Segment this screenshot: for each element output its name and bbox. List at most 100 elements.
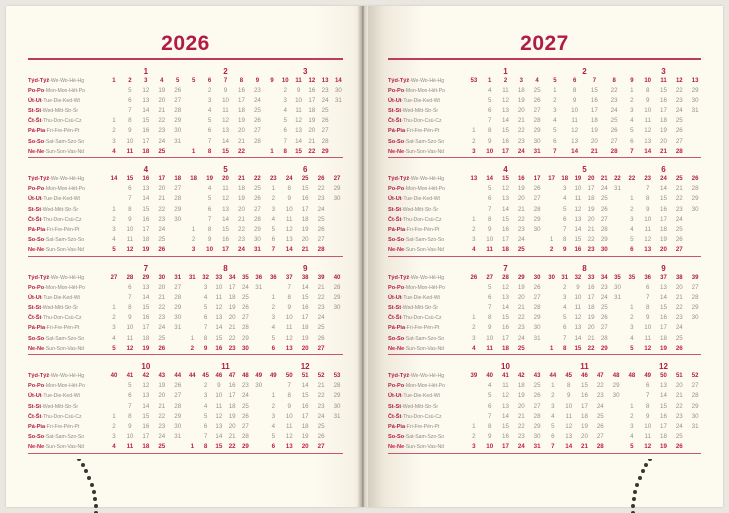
day-cell: 3 bbox=[271, 205, 276, 213]
day-cell: 26 bbox=[321, 117, 329, 125]
day-cell: 16 bbox=[660, 96, 667, 104]
day-cell: 24 bbox=[238, 246, 245, 254]
day-cell: 12 bbox=[644, 443, 652, 451]
quarter-block: 7 8 9 Týd-Týž-We-Wo-Hé-Hg Po-Po-Mon-Mon-Hét-… bbox=[366, 264, 723, 355]
week-number-cell: 53 bbox=[333, 373, 341, 379]
day-row: 6 13 20 27 bbox=[265, 126, 345, 136]
day-cell: 29 bbox=[174, 117, 182, 125]
day-cell: 25 bbox=[158, 147, 166, 155]
day-cell: 10 bbox=[222, 96, 229, 104]
day-row: 4 11 18 25 bbox=[265, 422, 345, 432]
day-label-tuesday: Út-Ut-Tue-Die-Ked-Wt bbox=[28, 294, 80, 301]
day-row: 1 8 15 22 29 bbox=[624, 194, 703, 204]
day-cell: 17 bbox=[228, 283, 236, 291]
day-cell: 23 bbox=[517, 433, 525, 441]
month-head-spacer bbox=[388, 67, 466, 76]
day-row: 6 13 20 27 bbox=[624, 245, 703, 255]
day-cell: 13 bbox=[660, 283, 667, 291]
day-row: 5 12 19 26 bbox=[624, 235, 703, 245]
day-cell: 13 bbox=[574, 324, 582, 332]
week-number-cell: 10 bbox=[281, 77, 289, 84]
month-number-row: 7 8 9 bbox=[6, 264, 365, 273]
week-number-cell: 51 bbox=[301, 373, 309, 379]
day-cell bbox=[329, 442, 345, 452]
day-cell: 5 bbox=[112, 246, 116, 254]
day-cell: 18 bbox=[581, 412, 588, 420]
week-number-cell: 48 bbox=[628, 373, 636, 379]
week-number-cell: 18 bbox=[190, 176, 197, 182]
day-cell bbox=[186, 381, 199, 391]
day-cell: 5 bbox=[203, 412, 208, 420]
day-cell bbox=[332, 137, 345, 147]
week-number-cell: 42 bbox=[517, 373, 525, 379]
day-cell bbox=[265, 283, 281, 293]
day-cell: 16 bbox=[590, 96, 598, 104]
day-row: 5 12 19 26 bbox=[466, 96, 545, 106]
day-cell: 17 bbox=[660, 107, 667, 115]
day-cell bbox=[252, 432, 265, 442]
month-grid: 9 10 11 12 13 1 8 15 22 29 2 9 16 23 30 3 10 17 24 31 4 11 18 2… bbox=[624, 76, 703, 158]
day-cell: 13 bbox=[660, 382, 667, 390]
day-cell: 18 bbox=[502, 344, 509, 352]
day-cell: 9 bbox=[645, 205, 650, 213]
day-cell: 20 bbox=[517, 293, 525, 301]
day-cell: 27 bbox=[317, 344, 325, 352]
day-cell: 2 bbox=[472, 137, 476, 145]
perforation-dot bbox=[632, 496, 637, 501]
day-cell: 7 bbox=[128, 107, 132, 115]
day-cell: 17 bbox=[502, 334, 509, 342]
day-row: 1 8 15 22 29 bbox=[466, 215, 545, 225]
day-row: 1 8 15 22 29 bbox=[545, 344, 624, 354]
week-number-cell: 52 bbox=[691, 373, 699, 379]
day-label-thursday: Čt-Št-Thu-Don-Csü-Cz bbox=[388, 118, 442, 125]
week-number-cell: 32 bbox=[202, 274, 209, 281]
day-cell: 23 bbox=[587, 246, 595, 254]
day-cell: 15 bbox=[222, 225, 229, 233]
month-number: 9 bbox=[302, 263, 308, 273]
day-cell: 17 bbox=[142, 324, 150, 332]
day-cell: 7 bbox=[645, 293, 650, 301]
day-row: 5 12 19 26 bbox=[265, 116, 345, 126]
day-cell: 29 bbox=[533, 127, 541, 135]
day-cell: 20 bbox=[517, 402, 525, 410]
day-cell: 14 bbox=[660, 185, 667, 193]
day-cell: 8 bbox=[287, 392, 291, 400]
day-cell bbox=[687, 137, 703, 147]
day-cell: 30 bbox=[612, 392, 620, 400]
month-number-row: 7 8 9 bbox=[366, 264, 723, 273]
day-cell: 18 bbox=[587, 304, 595, 312]
day-cell: 14 bbox=[285, 246, 293, 254]
day-cell bbox=[545, 334, 558, 344]
day-cell bbox=[545, 205, 558, 215]
day-row: 5 12 19 26 bbox=[466, 283, 545, 293]
month-number: 3 bbox=[302, 66, 308, 76]
day-cell: 1 bbox=[270, 147, 274, 155]
month-number: 11 bbox=[221, 362, 230, 371]
day-cell: 30 bbox=[691, 412, 699, 420]
day-cell: 12 bbox=[565, 422, 573, 430]
day-cell: 31 bbox=[533, 443, 541, 451]
week-number-cell: 33 bbox=[215, 274, 223, 281]
day-cell: 22 bbox=[158, 205, 166, 213]
day-cell bbox=[466, 391, 482, 401]
day-row: 1 8 15 22 29 bbox=[106, 116, 186, 126]
day-cell: 19 bbox=[301, 433, 309, 441]
day-cell: 21 bbox=[517, 117, 525, 125]
month-grid: 5 6 7 8 1 8 15 22 2 9 16 23 3 10 17 24 4 11 18 25 5 12 19 26 6 13… bbox=[545, 76, 624, 158]
day-row: 6 13 20 27 bbox=[106, 283, 186, 293]
calendar-page-2027: 2027 1 2 3 Týd-Týž-We-Wo-Hé-Hg Po-Po-Mon-Mon-… bbox=[366, 6, 723, 507]
day-cell: 27 bbox=[533, 107, 541, 115]
day-cell bbox=[329, 245, 345, 255]
day-cell: 9 bbox=[128, 127, 132, 135]
quarter-rule bbox=[388, 452, 701, 454]
day-cell: 19 bbox=[660, 443, 667, 451]
day-cell: 1 bbox=[549, 236, 554, 244]
day-cell: 28 bbox=[691, 293, 699, 301]
day-cell: 24 bbox=[321, 96, 329, 104]
week-number-cell: 39 bbox=[691, 274, 699, 281]
day-cell: 29 bbox=[241, 443, 249, 451]
quarter-rule bbox=[28, 255, 343, 257]
day-label-column: Týd-Týž-We-Wo-Hé-Hg Po-Po-Mon-Mon-Hét-Po Ú… bbox=[388, 174, 466, 256]
day-row: 2 9 16 23 30 bbox=[545, 283, 624, 293]
day-cell: 12 bbox=[126, 344, 134, 352]
